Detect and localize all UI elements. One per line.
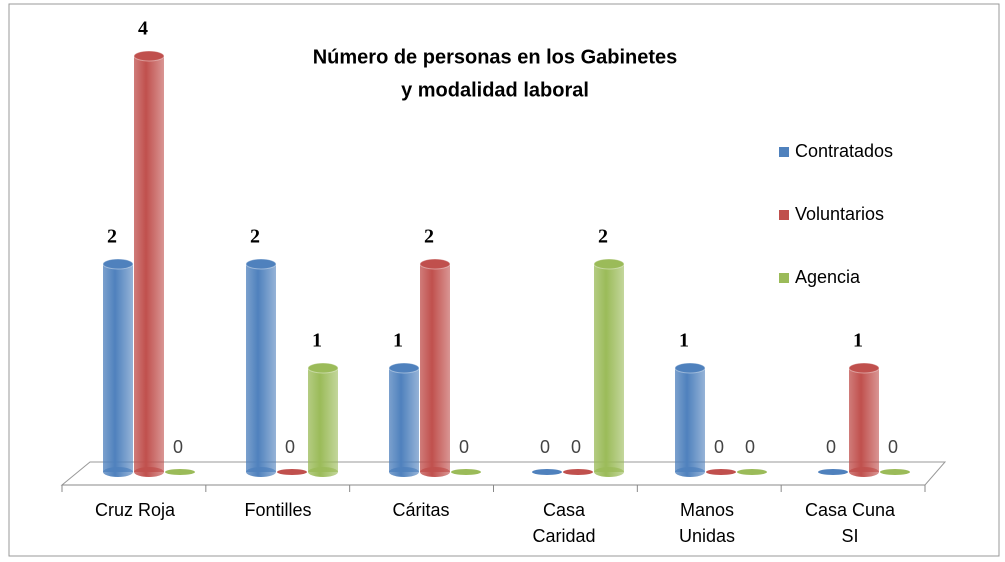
- legend-label: Contratados: [795, 141, 893, 161]
- bar: [133, 50, 165, 477]
- data-label: 0: [540, 437, 550, 457]
- bar-cap: [102, 258, 134, 270]
- bar: [737, 469, 767, 475]
- data-label: 1: [853, 330, 863, 352]
- bar: [451, 469, 481, 475]
- bar-cap: [307, 362, 339, 374]
- bar-body: [594, 264, 624, 472]
- data-label: 2: [598, 226, 608, 248]
- x-tick-label: Cruz Roja: [94, 500, 176, 520]
- bar-cap: [674, 362, 706, 374]
- bar-base: [308, 467, 338, 477]
- data-label: 0: [173, 437, 183, 457]
- legend-swatch: [779, 273, 789, 283]
- chart-frame: [8, 3, 1000, 557]
- data-label: 0: [459, 437, 469, 457]
- data-label: 2: [250, 226, 260, 248]
- data-label: 2: [107, 226, 117, 248]
- bar: [593, 258, 625, 477]
- x-tick-label: Fontilles: [244, 500, 312, 520]
- bar: [818, 469, 848, 475]
- floor: [60, 461, 947, 486]
- bar-flat: [818, 469, 848, 475]
- legend-swatch: [779, 210, 789, 220]
- bar-cap: [593, 258, 625, 270]
- bar-base: [420, 467, 450, 477]
- x-tick-label: Casa Caridad: [532, 500, 596, 546]
- bar-base: [849, 467, 879, 477]
- data-label: 0: [714, 437, 724, 457]
- x-tick-label: Manos Unidas: [678, 500, 736, 546]
- bar-flat: [165, 469, 195, 475]
- bar-cap: [848, 362, 880, 374]
- bar-body: [103, 264, 133, 472]
- bar-flat: [277, 469, 307, 475]
- bar: [277, 469, 307, 475]
- bar-body: [389, 368, 419, 472]
- bar-base: [594, 467, 624, 477]
- bar: [532, 469, 562, 475]
- data-label: 0: [888, 437, 898, 457]
- bar-body: [134, 56, 164, 472]
- bar-body: [849, 368, 879, 472]
- bar: [307, 362, 339, 477]
- bar-base: [389, 467, 419, 477]
- data-label: 0: [826, 437, 836, 457]
- bar-body: [246, 264, 276, 472]
- chart-title: y modalidad laboral: [401, 79, 589, 101]
- bar: [165, 469, 195, 475]
- bar-cap: [245, 258, 277, 270]
- data-label: 0: [745, 437, 755, 457]
- bar-cap: [133, 50, 165, 62]
- legend-label: Voluntarios: [795, 204, 884, 224]
- data-label: 1: [312, 330, 322, 352]
- bar-base: [134, 467, 164, 477]
- bar: [706, 469, 736, 475]
- data-label: 2: [424, 226, 434, 248]
- bar-base: [246, 467, 276, 477]
- bar-flat: [563, 469, 593, 475]
- data-label: 1: [393, 330, 403, 352]
- data-label: 4: [138, 18, 148, 40]
- bar-body: [675, 368, 705, 472]
- x-tick-label: Casa Cuna SI: [804, 500, 896, 546]
- bar-cap: [419, 258, 451, 270]
- bar-flat: [737, 469, 767, 475]
- data-label: 0: [285, 437, 295, 457]
- bar-cap: [388, 362, 420, 374]
- bar-base: [675, 467, 705, 477]
- x-tick-label: Cáritas: [392, 500, 450, 520]
- bar: [388, 362, 420, 477]
- bar-flat: [451, 469, 481, 475]
- bar: [674, 362, 706, 477]
- bar-flat: [532, 469, 562, 475]
- bar: [880, 469, 910, 475]
- legend-swatch: [779, 147, 789, 157]
- bar-base: [103, 467, 133, 477]
- legend-label: Agencia: [795, 267, 861, 287]
- bar-flat: [706, 469, 736, 475]
- bar: [102, 258, 134, 477]
- bar-flat: [880, 469, 910, 475]
- bar: [848, 362, 880, 477]
- bar: [245, 258, 277, 477]
- data-label: 0: [571, 437, 581, 457]
- bar-body: [420, 264, 450, 472]
- bar: [419, 258, 451, 477]
- data-label: 1: [679, 330, 689, 352]
- bar: [563, 469, 593, 475]
- bar-body: [308, 368, 338, 472]
- chart-title: Número de personas en los Gabinetes: [313, 46, 678, 68]
